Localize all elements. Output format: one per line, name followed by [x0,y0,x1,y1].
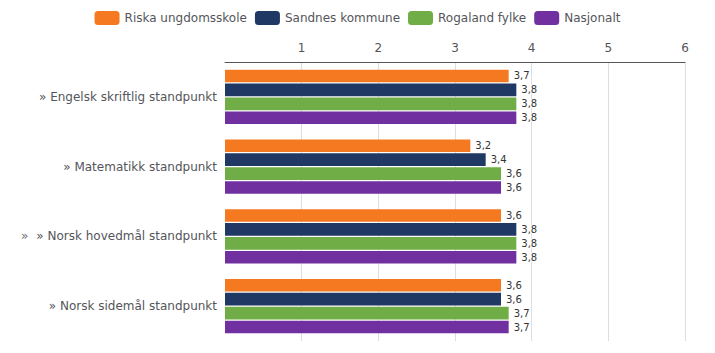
svg-text:3,6: 3,6 [506,294,522,305]
svg-text:5: 5 [605,41,613,55]
svg-text:3,8: 3,8 [521,238,537,249]
svg-text:3,8: 3,8 [521,84,537,95]
svg-text:Riska ungdomsskole: Riska ungdomsskole [125,11,247,25]
svg-text:3,7: 3,7 [514,308,530,319]
svg-text:3,8: 3,8 [521,112,537,123]
svg-text:3,8: 3,8 [521,98,537,109]
svg-text:»: » [21,229,28,243]
svg-text:2: 2 [375,41,383,55]
svg-text:3,8: 3,8 [521,224,537,235]
svg-text:3,2: 3,2 [475,140,491,151]
svg-text:Sandnes kommune: Sandnes kommune [285,11,400,25]
svg-text:» Matematikk standpunkt: » Matematikk standpunkt [63,160,217,174]
svg-text:3,6: 3,6 [506,182,522,193]
svg-text:» Norsk sidemål standpunkt: » Norsk sidemål standpunkt [49,299,218,313]
svg-text:1: 1 [298,41,306,55]
svg-text:3,6: 3,6 [506,280,522,291]
svg-text:3,6: 3,6 [506,168,522,179]
svg-text:3,7: 3,7 [514,322,530,333]
svg-text:» Engelsk skriftlig standpunkt: » Engelsk skriftlig standpunkt [39,90,217,104]
svg-text:3: 3 [451,41,459,55]
svg-text:Nasjonalt: Nasjonalt [564,11,621,25]
svg-text:6: 6 [681,41,689,55]
svg-text:3,6: 3,6 [506,210,522,221]
svg-text:3,4: 3,4 [491,154,507,165]
svg-text:4: 4 [528,41,536,55]
svg-text:3,8: 3,8 [521,252,537,263]
svg-text:Rogaland fylke: Rogaland fylke [438,11,526,25]
svg-text:3,7: 3,7 [514,70,530,81]
svg-text:» Norsk hovedmål standpunkt: » Norsk hovedmål standpunkt [36,229,217,243]
